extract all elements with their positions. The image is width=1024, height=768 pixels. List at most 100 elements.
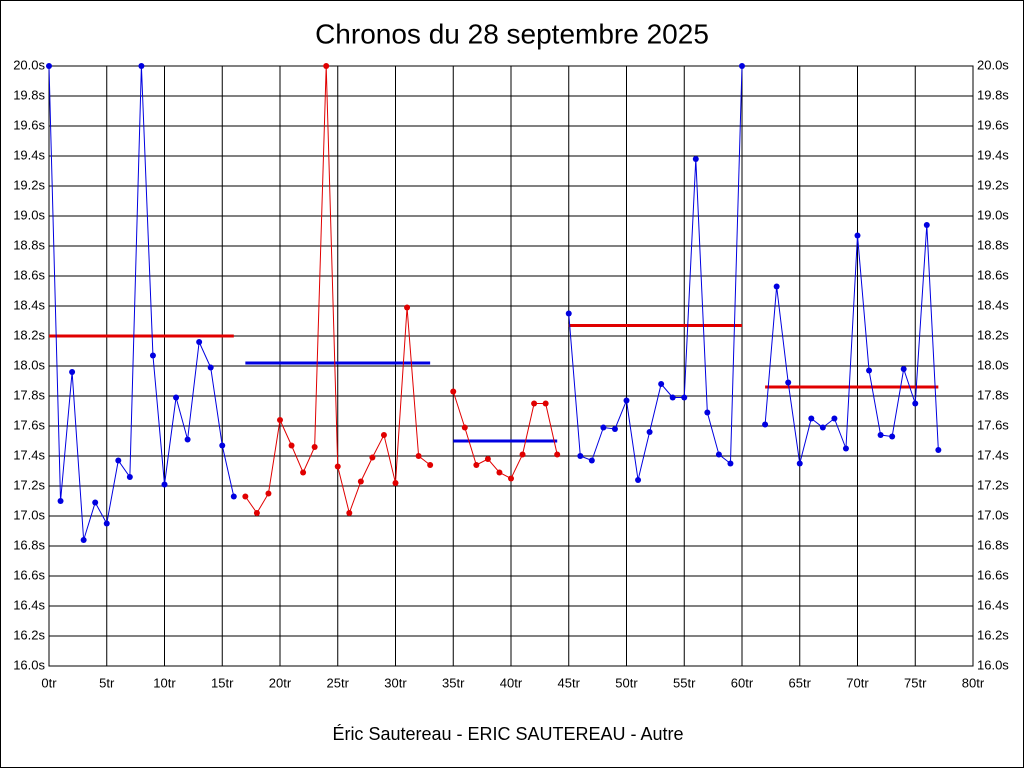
data-point [288,442,295,449]
y2-tick-label: 20.0s [977,57,1009,72]
y-tick-label: 17.4s [13,447,45,462]
x-tick-label: 35tr [442,675,465,690]
y2-tick-label: 16.0s [977,657,1009,672]
data-point [900,366,907,372]
data-point [103,520,110,527]
data-point [392,480,399,486]
y2-tick-label: 17.6s [977,417,1009,432]
data-point [404,304,411,311]
data-point [923,222,930,228]
y-tick-label: 17.2s [13,477,45,492]
series-line [764,224,939,464]
data-point [577,453,584,459]
data-point [669,394,676,401]
data-point [935,447,942,453]
y-tick-label: 19.4s [13,147,45,162]
data-point [230,493,237,500]
y-tick-label: 18.6s [13,267,45,282]
data-point [831,415,838,422]
data-point [334,463,341,470]
data-point [207,364,214,371]
data-point [531,400,538,407]
y-tick-label: 19.2s [13,177,45,192]
data-point [681,394,688,401]
y-tick-label: 19.0s [13,207,45,222]
y-tick-label: 19.8s [13,87,45,102]
x-tick-label: 65tr [789,675,812,690]
data-point [877,432,884,438]
data-point [866,367,873,374]
data-point [323,63,330,69]
y2-tick-label: 17.2s [977,477,1009,492]
x-tick-label: 55tr [673,675,696,690]
y-tick-label: 16.6s [13,567,45,582]
data-point [461,424,468,431]
x-tick-label: 50tr [615,675,638,690]
data-point [219,442,226,449]
data-point [508,475,514,482]
data-point [149,352,156,359]
data-point [277,417,283,423]
x-tick-label: 70tr [846,675,869,690]
x-tick-label: 45tr [558,675,581,690]
data-point [484,456,491,462]
plot-border [48,65,974,667]
data-point [842,445,849,452]
y-tick-label: 16.4s [13,597,45,612]
y2-tick-label: 18.0s [977,357,1009,372]
y2-tick-label: 16.4s [977,597,1009,612]
data-point [196,339,203,345]
x-tick-label: 60tr [731,675,754,690]
y-tick-label: 17.6s [13,417,45,432]
x-tick-label: 40tr [500,675,523,690]
x-tick-label: 5tr [99,675,115,690]
data-point [173,394,180,401]
data-point [357,478,364,485]
y2-tick-label: 17.0s [977,507,1009,522]
data-point [92,499,99,506]
y-tick-label: 16.8s [13,537,45,552]
y2-tick-label: 18.8s [977,237,1009,252]
data-point [762,421,769,428]
y2-tick-label: 19.0s [977,207,1009,222]
y2-tick-label: 18.6s [977,267,1009,282]
data-point [727,460,734,467]
y2-tick-label: 19.8s [977,87,1009,102]
data-point [773,283,780,290]
data-point [138,63,145,69]
data-point [889,433,896,440]
data-point [184,436,191,443]
data-point [427,462,434,468]
y-tick-label: 16.0s [13,657,45,672]
data-point [565,310,572,317]
data-point [519,451,526,458]
data-point [796,460,803,467]
x-tick-label: 15tr [211,675,234,690]
y-tick-label: 18.8s [13,237,45,252]
data-point [623,397,630,404]
data-point [692,156,699,162]
x-tick-label: 25tr [327,675,350,690]
x-axis-label: Éric Sautereau - ERIC SAUTEREAU - Autre [332,724,683,744]
data-point [415,453,422,459]
data-point [126,474,133,480]
x-tick-label: 20tr [269,675,292,690]
data-point [253,510,260,516]
data-point [161,481,168,488]
data-point [704,409,711,416]
y-tick-label: 18.2s [13,327,45,342]
data-point [57,498,64,504]
y2-tick-label: 16.6s [977,567,1009,582]
y-tick-label: 20.0s [13,57,45,72]
data-point [380,432,387,438]
x-tick-label: 0tr [41,675,57,690]
y-tick-label: 17.0s [13,507,45,522]
data-point [715,451,722,458]
y2-tick-label: 19.4s [977,147,1009,162]
y2-tick-label: 17.8s [977,387,1009,402]
y-tick-label: 18.4s [13,297,45,312]
chart-title: Chronos du 28 septembre 2025 [315,18,709,49]
